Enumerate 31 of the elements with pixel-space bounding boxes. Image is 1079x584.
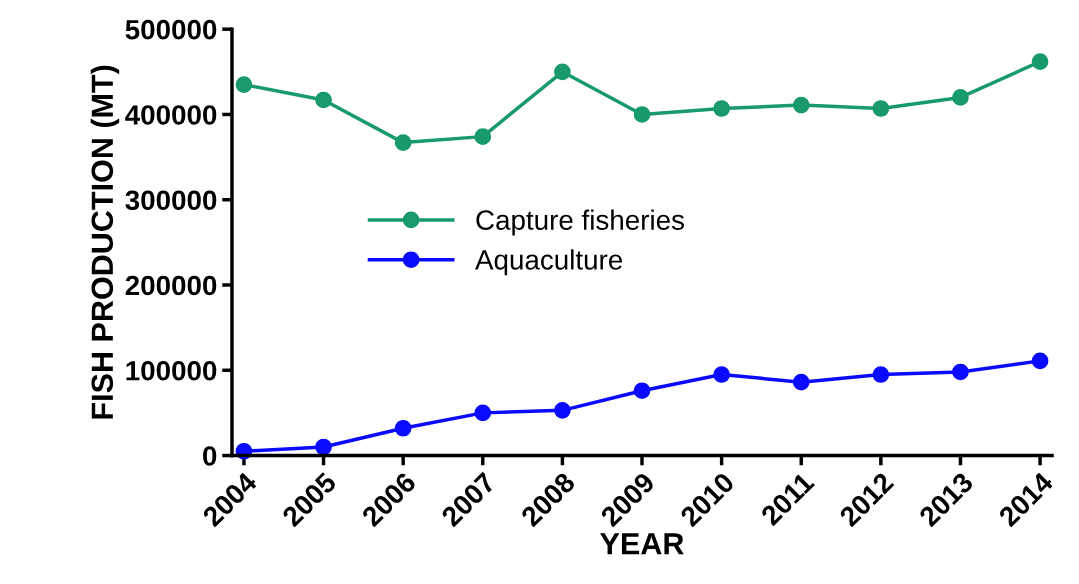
x-axis-title: YEAR xyxy=(600,533,684,555)
point xyxy=(633,106,651,123)
point xyxy=(394,134,412,151)
point xyxy=(792,373,810,391)
point xyxy=(952,89,969,106)
point xyxy=(952,363,969,381)
legend-label: Capture fisheries xyxy=(476,209,684,236)
point xyxy=(315,91,332,109)
point xyxy=(554,401,571,419)
y-tick-label: 200000 xyxy=(125,275,217,296)
y-tick-label: 0 xyxy=(203,446,217,466)
point xyxy=(713,100,730,117)
y-tick-label: 500000 xyxy=(125,19,217,40)
point xyxy=(872,366,890,383)
point xyxy=(1031,53,1049,70)
point xyxy=(872,100,890,117)
point xyxy=(474,128,492,145)
point xyxy=(394,419,412,437)
y-axis-title: FISH PRODUCTION (MT) xyxy=(90,65,120,419)
y-tick-label: 100000 xyxy=(126,360,217,381)
point xyxy=(792,96,810,114)
y-tick-label: 300000 xyxy=(125,190,217,211)
point xyxy=(1031,352,1049,370)
point xyxy=(713,366,730,383)
point xyxy=(235,76,253,93)
y-tick-label: 400000 xyxy=(125,105,217,125)
point xyxy=(633,382,651,400)
point xyxy=(554,63,571,81)
point xyxy=(315,438,332,456)
legend-label: Aquaculture xyxy=(475,249,623,276)
point xyxy=(474,404,492,422)
